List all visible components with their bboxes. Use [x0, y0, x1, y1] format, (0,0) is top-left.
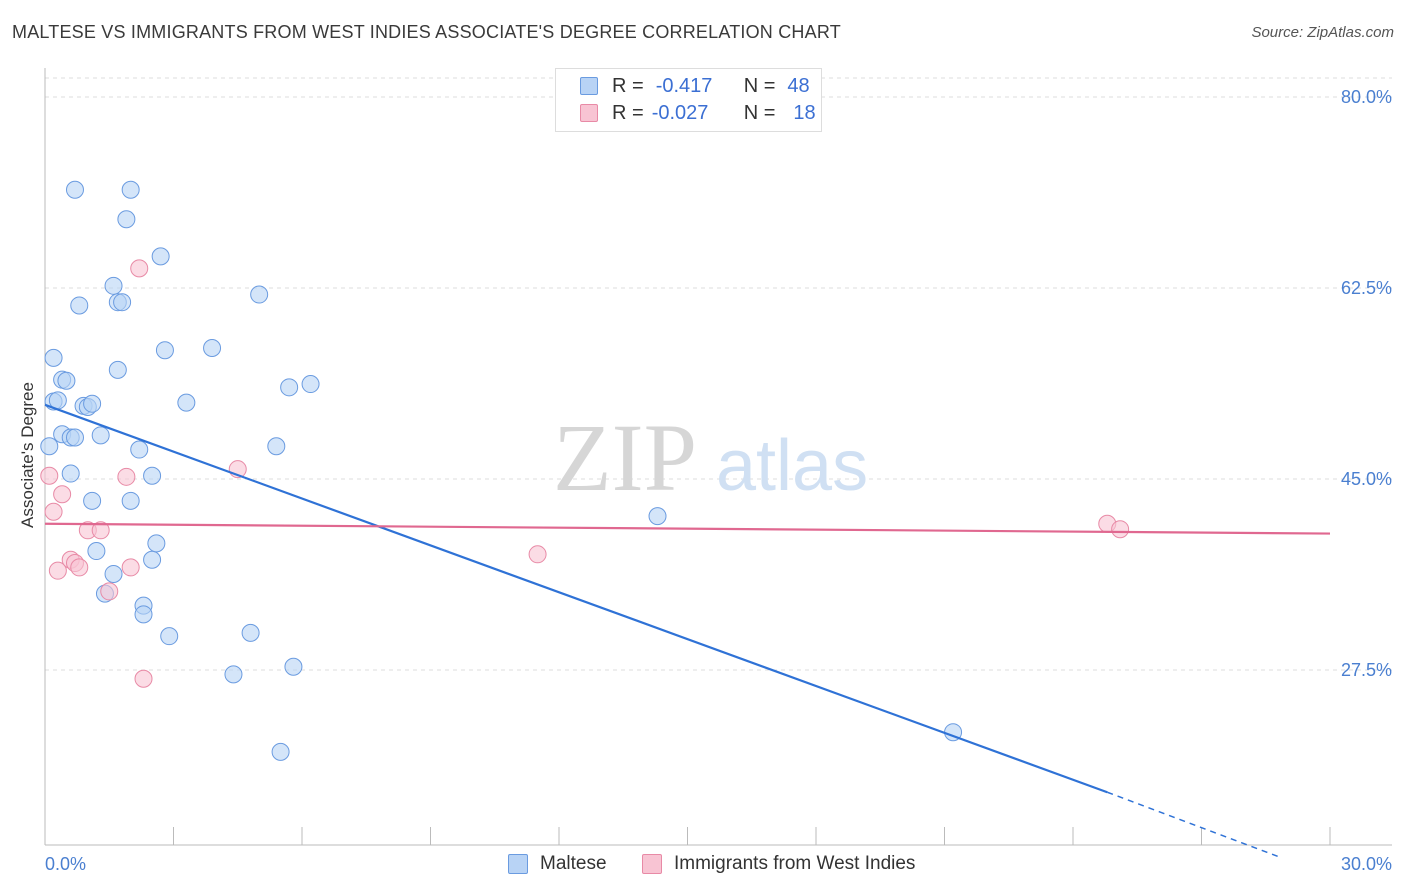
west-indies-point	[100, 582, 119, 601]
west-indies-point	[134, 669, 153, 688]
maltese-point	[104, 276, 123, 295]
maltese-point	[224, 665, 243, 684]
maltese-point	[121, 491, 140, 510]
west-indies-point	[70, 558, 89, 577]
west-indies-point	[117, 467, 136, 486]
maltese-point	[203, 339, 222, 358]
legend-n-value: 18	[793, 101, 816, 124]
maltese-point	[87, 542, 106, 561]
maltese-point	[57, 371, 76, 390]
maltese-point	[267, 437, 286, 456]
maltese-point	[130, 440, 149, 459]
maltese-point	[143, 550, 162, 569]
maltese-point	[65, 428, 84, 447]
maltese-point	[91, 426, 110, 445]
y-axis-label: Associate's Degree	[18, 382, 37, 528]
bottom-legend-west-indies: Immigrants from West Indies	[642, 852, 915, 876]
watermark-atlas: atlas	[716, 426, 868, 506]
maltese-point	[151, 247, 170, 266]
legend-n-label: N =	[743, 74, 776, 97]
west-indies-point	[53, 485, 72, 504]
x-tick-label: 0.0%	[45, 854, 86, 874]
maltese-point	[134, 605, 153, 624]
maltese-point	[160, 627, 179, 646]
chart-title: MALTESE VS IMMIGRANTS FROM WEST INDIES A…	[12, 22, 841, 42]
legend-n-label: N =	[743, 101, 776, 124]
maltese-point	[113, 293, 132, 312]
tick-labels: 27.5% 45.0% 62.5% 80.0% 0.0% 30.0%	[45, 87, 1392, 874]
maltese-point	[108, 360, 127, 379]
axes	[44, 68, 1392, 846]
west-indies-trend-line	[44, 522, 1331, 535]
west-indies-point	[40, 466, 59, 485]
legend-r-label: R =	[612, 101, 644, 124]
west-indies-swatch	[580, 104, 598, 122]
maltese-point	[61, 464, 80, 483]
maltese-point	[271, 742, 290, 761]
legend-row-maltese: R = -0.417 N = 48	[580, 73, 810, 99]
watermark: ZIP atlas	[553, 404, 868, 511]
bottom-legend-west-indies-label: Immigrants from West Indies	[674, 853, 916, 874]
legend-row-west-indies: R = -0.027 N = 18	[580, 100, 816, 126]
west-indies-point	[44, 502, 63, 521]
maltese-point	[65, 180, 84, 199]
y-tick-label: 80.0%	[1341, 87, 1392, 107]
series-west-indies	[40, 259, 1130, 688]
maltese-point	[241, 623, 260, 642]
maltese-point	[301, 375, 320, 394]
maltese-point	[83, 491, 102, 510]
west-indies-point	[121, 558, 140, 577]
watermark-zip: ZIP	[553, 404, 697, 511]
maltese-trend-extension	[1107, 791, 1279, 858]
maltese-point	[40, 437, 59, 456]
maltese-point	[117, 210, 136, 229]
legend-r-label: R =	[612, 74, 644, 97]
y-tick-label: 27.5%	[1341, 660, 1392, 680]
west-indies-point	[48, 561, 67, 580]
west-indies-point	[130, 259, 149, 278]
maltese-point	[648, 507, 667, 526]
west-indies-point	[528, 545, 547, 564]
maltese-point	[83, 394, 102, 413]
maltese-point	[147, 534, 166, 553]
maltese-point	[44, 348, 63, 367]
maltese-point	[177, 393, 196, 412]
source-credit: Source: ZipAtlas.com	[1251, 24, 1394, 41]
maltese-point	[70, 296, 89, 315]
trend-lines	[44, 403, 1331, 858]
maltese-swatch	[508, 854, 528, 874]
y-tick-label: 62.5%	[1341, 278, 1392, 298]
maltese-point	[104, 564, 123, 583]
maltese-point	[284, 657, 303, 676]
maltese-point	[250, 285, 269, 304]
legend-r-value: -0.417	[655, 74, 713, 97]
y-tick-label: 45.0%	[1341, 469, 1392, 489]
west-indies-swatch	[642, 854, 662, 874]
x-tick-label: 30.0%	[1341, 854, 1392, 874]
maltese-point	[155, 341, 174, 360]
bottom-legend-maltese-label: Maltese	[540, 853, 607, 874]
west-indies-point	[91, 521, 110, 540]
west-indies-point	[1111, 520, 1130, 539]
legend-n-value: 48	[787, 74, 810, 97]
maltese-point	[280, 378, 299, 397]
bottom-legend-maltese: Maltese	[508, 852, 607, 876]
maltese-swatch	[580, 77, 598, 95]
maltese-trend-line	[44, 403, 1108, 794]
series-maltese	[40, 180, 963, 761]
maltese-point	[121, 180, 140, 199]
maltese-point	[143, 466, 162, 485]
correlation-legend: R = -0.417 N = 48 R = -0.027 N = 18	[555, 68, 822, 132]
legend-r-value: -0.027	[651, 101, 709, 124]
